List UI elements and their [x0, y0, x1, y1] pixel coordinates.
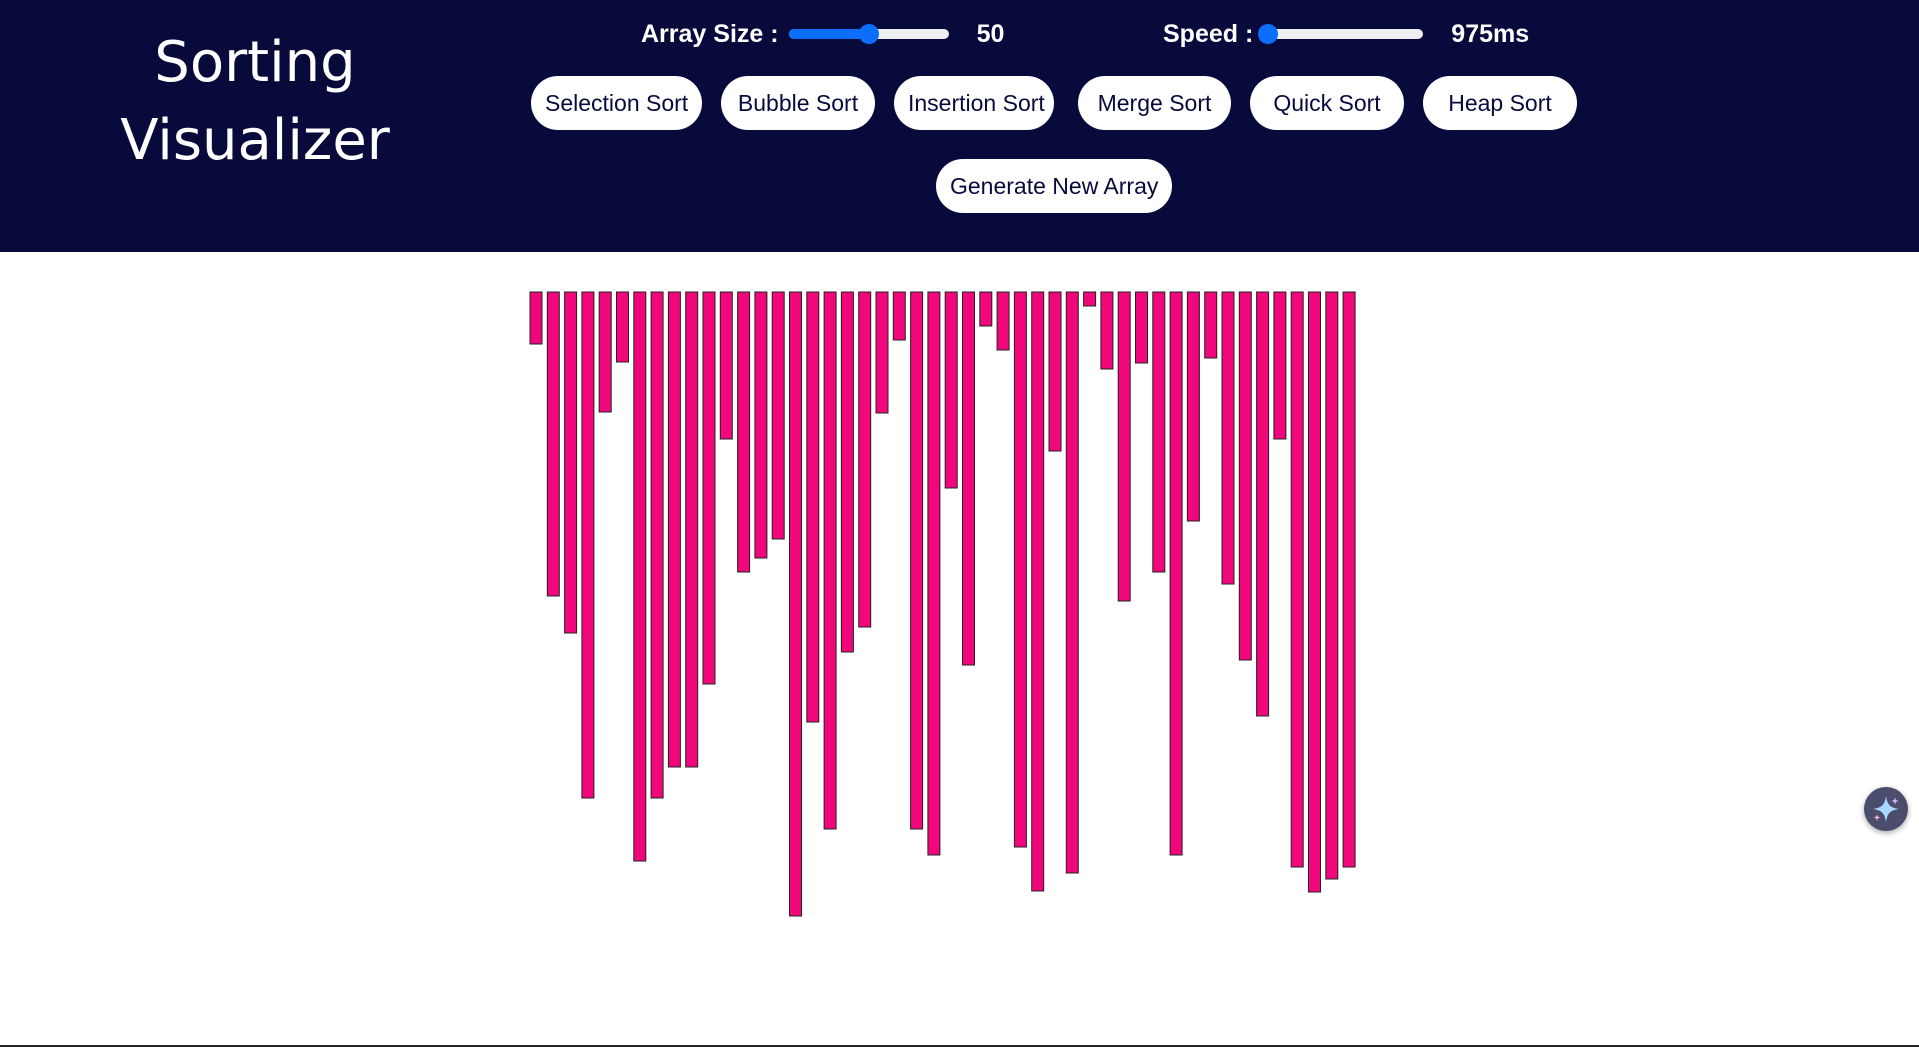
- array-bar: [719, 291, 733, 440]
- array-bar: [1290, 291, 1304, 868]
- speed-slider-thumb[interactable]: [1258, 24, 1279, 44]
- bubble-sort-button[interactable]: Bubble Sort: [721, 76, 875, 130]
- app-title-line2: Visualizer: [120, 108, 390, 173]
- bottom-border: [0, 1045, 1919, 1047]
- array-bar: [1031, 291, 1045, 892]
- array-bar: [1065, 291, 1079, 874]
- array-bar: [979, 291, 993, 327]
- array-bar: [910, 291, 924, 830]
- heap-sort-button[interactable]: Heap Sort: [1423, 76, 1577, 130]
- app-title: Sorting Visualizer: [120, 24, 390, 180]
- quick-sort-button[interactable]: Quick Sort: [1250, 76, 1404, 130]
- array-bar: [737, 291, 751, 573]
- array-bar: [806, 291, 820, 723]
- array-bar: [875, 291, 889, 414]
- array-bar: [1204, 291, 1218, 359]
- array-bar: [616, 291, 629, 363]
- insertion-sort-button[interactable]: Insertion Sort: [894, 76, 1054, 130]
- array-bar: [1048, 291, 1062, 452]
- app-title-line1: Sorting: [154, 30, 356, 95]
- sparkle-icon: [1873, 796, 1899, 822]
- array-bars: [529, 291, 1356, 917]
- array-bar: [1100, 291, 1114, 370]
- array-bar: [650, 291, 664, 799]
- array-size-value: 50: [976, 19, 1005, 48]
- array-bar: [1013, 291, 1027, 848]
- array-bar: [1342, 291, 1356, 868]
- selection-sort-button[interactable]: Selection Sort: [531, 76, 702, 130]
- array-bar: [1256, 291, 1270, 717]
- speed-label: Speed :: [1163, 19, 1254, 48]
- array-bar: [927, 291, 941, 856]
- assistant-button[interactable]: [1864, 787, 1908, 831]
- array-bar: [962, 291, 975, 666]
- array-size-slider-fill: [788, 29, 869, 39]
- array-bar: [598, 291, 612, 413]
- array-bar: [529, 291, 543, 345]
- array-bar: [858, 291, 872, 628]
- array-bar: [1186, 291, 1200, 522]
- header: Sorting Visualizer Array Size : 50 Speed…: [0, 0, 1919, 252]
- array-bar: [1117, 291, 1131, 602]
- array-bar: [1083, 291, 1097, 307]
- array-bar: [702, 291, 716, 685]
- array-size-control: Array Size : 50: [641, 14, 1004, 54]
- speed-control: Speed : 975ms: [1163, 14, 1529, 54]
- array-bar: [1273, 291, 1287, 440]
- array-bar: [685, 291, 699, 768]
- array-bar: [667, 291, 681, 768]
- speed-slider[interactable]: [1258, 24, 1424, 44]
- array-bar: [944, 291, 958, 489]
- array-size-slider-thumb[interactable]: [858, 24, 879, 44]
- array-size-label: Array Size :: [641, 19, 779, 48]
- array-bar: [1152, 291, 1166, 573]
- array-bar: [840, 291, 854, 653]
- array-bar: [564, 291, 578, 634]
- array-bar: [996, 291, 1010, 351]
- array-bar: [754, 291, 768, 559]
- array-visualization: [0, 252, 1919, 1045]
- array-bar: [633, 291, 647, 862]
- array-bar: [789, 291, 802, 917]
- array-bar: [1221, 291, 1235, 585]
- array-bar: [823, 291, 837, 830]
- array-bar: [771, 291, 785, 540]
- speed-value: 975ms: [1451, 19, 1530, 48]
- merge-sort-button[interactable]: Merge Sort: [1078, 76, 1231, 130]
- array-bar: [1325, 291, 1339, 880]
- array-bar: [1169, 291, 1183, 856]
- array-bar: [892, 291, 906, 341]
- generate-new-array-button[interactable]: Generate New Array: [936, 159, 1172, 213]
- array-bar: [1308, 291, 1321, 893]
- array-bar: [546, 291, 560, 597]
- array-bar: [1135, 291, 1148, 364]
- array-size-slider[interactable]: [788, 24, 949, 44]
- array-bar: [581, 291, 595, 799]
- array-bar: [1238, 291, 1252, 661]
